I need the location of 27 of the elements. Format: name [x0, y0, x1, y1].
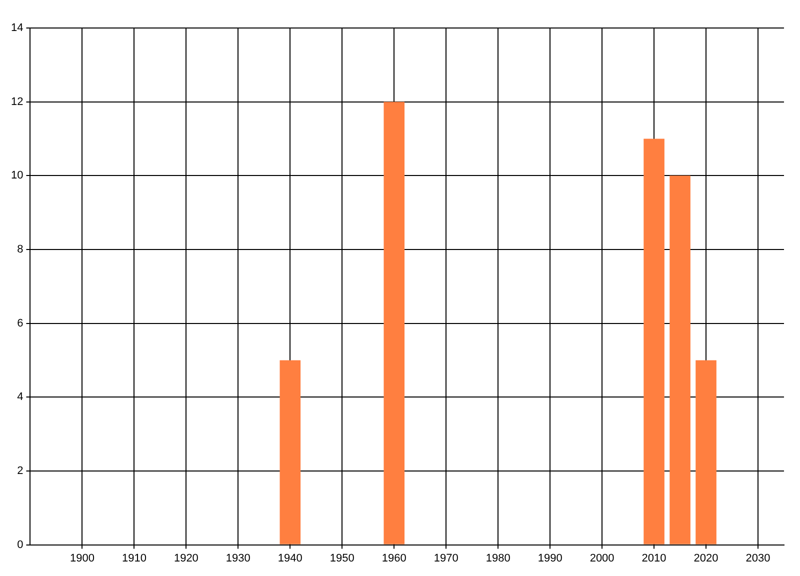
x-tick-label: 1960: [382, 552, 406, 564]
x-tick-label: 1950: [330, 552, 354, 564]
y-tick-label: 0: [17, 538, 24, 551]
x-tick-label: 1900: [70, 552, 94, 564]
x-tick-label: 1940: [278, 552, 302, 564]
x-tick-label: 2020: [694, 552, 718, 564]
bar: [384, 102, 405, 544]
bar: [644, 138, 664, 544]
y-tick-label: 4: [17, 391, 24, 404]
x-tick-label: 1990: [538, 552, 562, 564]
x-tick-label: 1910: [122, 552, 146, 564]
y-tick-label: 14: [10, 22, 24, 34]
x-tick-label: 2010: [642, 552, 666, 564]
x-tick-label: 1920: [174, 552, 198, 564]
x-tick-label: 2000: [590, 552, 614, 564]
bar: [280, 360, 301, 544]
y-tick-label: 6: [17, 317, 24, 330]
y-tick-label: 12: [10, 96, 24, 108]
y-tick-label: 10: [10, 170, 24, 182]
x-tick-label: 1970: [434, 552, 458, 564]
x-tick-label: 2030: [746, 552, 770, 564]
y-tick-label: 8: [17, 244, 24, 256]
bar: [696, 360, 716, 544]
x-tick-label: 1930: [226, 552, 250, 564]
y-tick-label: 2: [17, 465, 24, 478]
x-tick-label: 1980: [486, 552, 510, 564]
bar: [670, 176, 690, 544]
